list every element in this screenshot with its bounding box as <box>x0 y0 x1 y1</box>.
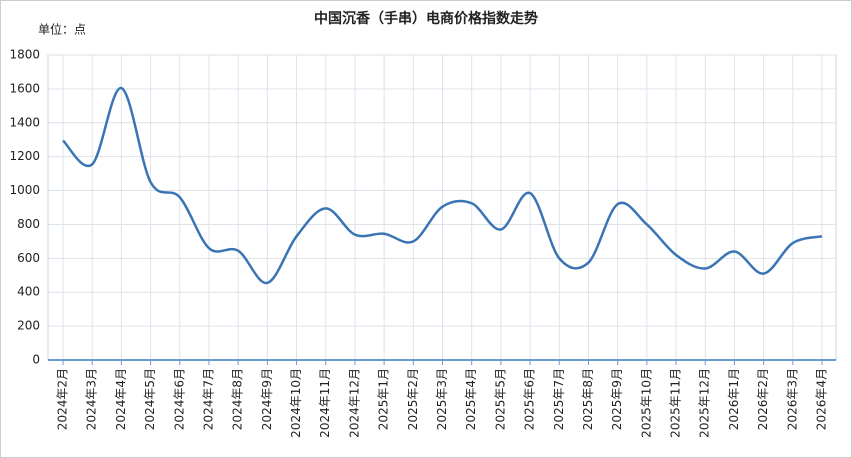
y-tick-label: 200 <box>17 319 40 333</box>
x-tick-label: 2024年7月 <box>201 368 215 430</box>
x-tick-label: 2025年10月 <box>639 368 653 438</box>
x-tick-label: 2024年6月 <box>172 368 186 430</box>
x-tick-label: 2025年8月 <box>581 368 595 430</box>
x-tick-label: 2025年9月 <box>610 368 624 430</box>
x-tick-label: 2025年5月 <box>493 368 507 430</box>
x-tick-label: 2025年1月 <box>377 368 391 430</box>
x-tick-label: 2026年3月 <box>785 368 799 430</box>
x-tick-label: 2024年9月 <box>260 368 274 430</box>
y-tick-label: 1800 <box>9 48 40 62</box>
x-tick-label: 2024年11月 <box>318 368 332 438</box>
y-tick-label: 1600 <box>9 81 40 95</box>
x-tick-label: 2024年4月 <box>114 368 128 430</box>
x-tick-label: 2025年12月 <box>698 368 712 438</box>
x-tick-label: 2024年3月 <box>85 368 99 430</box>
y-tick-label: 1000 <box>9 183 40 197</box>
x-tick-label: 2026年4月 <box>815 368 829 430</box>
x-tick-label: 2026年2月 <box>756 368 770 430</box>
x-tick-label: 2024年12月 <box>347 368 361 438</box>
x-tick-label: 2024年8月 <box>231 368 245 430</box>
x-tick-label: 2025年6月 <box>523 368 537 430</box>
y-tick-label: 600 <box>17 251 40 265</box>
x-tick-label: 2025年11月 <box>669 368 683 438</box>
y-tick-label: 400 <box>17 285 40 299</box>
x-tick-label: 2024年5月 <box>143 368 157 430</box>
y-tick-label: 1200 <box>9 149 40 163</box>
x-tick-label: 2024年10月 <box>289 368 303 438</box>
x-tick-label: 2024年2月 <box>56 368 70 430</box>
x-tick-label: 2025年7月 <box>552 368 566 430</box>
x-tick-label: 2025年4月 <box>464 368 478 430</box>
y-tick-label: 1400 <box>9 115 40 129</box>
y-tick-label: 800 <box>17 217 40 231</box>
x-tick-label: 2026年1月 <box>727 368 741 430</box>
x-tick-label: 2025年2月 <box>406 368 420 430</box>
chart-title: 中国沉香（手串）电商价格指数走势 <box>314 10 538 27</box>
y-axis-label: 单位：点 <box>38 22 86 37</box>
line-series <box>62 86 823 285</box>
x-tick-label: 2025年3月 <box>435 368 449 430</box>
y-tick-label: 0 <box>32 353 40 367</box>
